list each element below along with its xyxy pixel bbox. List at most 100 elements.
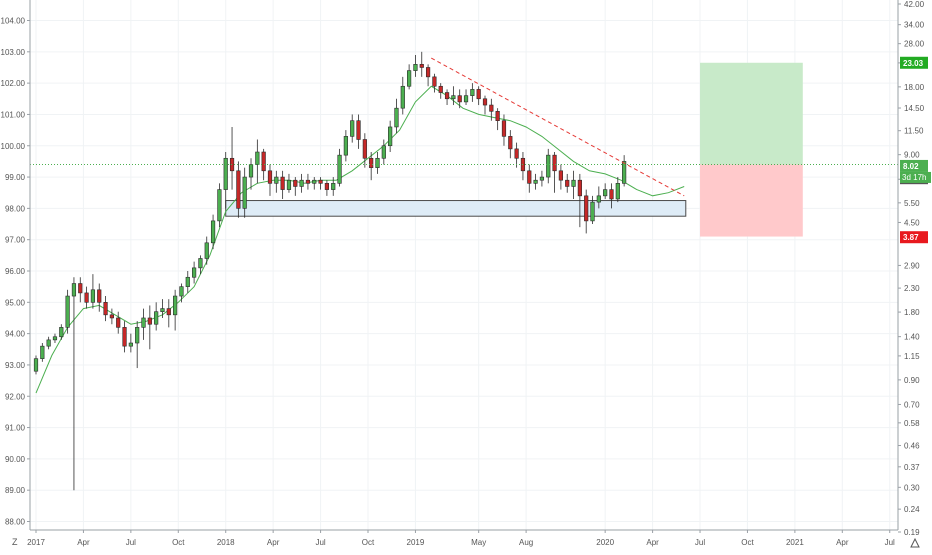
candle-body <box>109 314 114 319</box>
candle-down <box>116 311 121 334</box>
time-axis-label: Oct <box>362 538 375 547</box>
candle-body <box>166 308 171 316</box>
left-axis-label: 98.00 <box>5 204 26 213</box>
candle-body <box>394 107 399 128</box>
candle-body <box>90 289 96 303</box>
candle-down <box>457 89 462 109</box>
candle-up <box>223 152 228 209</box>
countdown-badge-box <box>900 171 931 183</box>
candle-body <box>381 145 386 159</box>
candle-body <box>501 120 507 137</box>
candle-up <box>381 139 386 165</box>
price-label-text: 23.03 <box>903 59 924 68</box>
time-axis-label: Apr <box>646 538 659 547</box>
candle-up <box>192 261 197 284</box>
candle-down <box>229 126 235 190</box>
right-axis-label: 28.00 <box>904 40 925 49</box>
candle-body <box>407 70 412 87</box>
candle-body <box>248 164 254 178</box>
left-axis-label: 91.00 <box>5 424 26 433</box>
candle-body <box>514 148 519 159</box>
timescale-toggle-button[interactable] <box>910 537 920 548</box>
candle-down <box>577 173 582 228</box>
candle-up <box>40 343 45 362</box>
candle-up <box>533 173 538 190</box>
candle-body <box>533 179 538 184</box>
time-axis-label: May <box>471 538 486 547</box>
right-axis-label: 34.00 <box>904 21 925 30</box>
candle-body <box>552 154 557 172</box>
candle-up <box>337 148 342 187</box>
overlays <box>30 57 898 197</box>
candle-up <box>571 170 576 199</box>
candle-body <box>280 176 285 190</box>
candle-up <box>622 155 627 187</box>
candle-down <box>84 286 89 309</box>
left-axis-label: 100.00 <box>1 142 26 151</box>
candle-up <box>539 170 545 187</box>
candle-down <box>280 170 285 199</box>
right-axis-label: 14.50 <box>904 104 925 113</box>
left-axis-label: 92.00 <box>5 392 26 401</box>
corner-label[interactable]: Z <box>12 537 18 547</box>
candle-up <box>154 302 159 331</box>
candle-up <box>394 98 399 134</box>
candle-up <box>90 274 96 309</box>
time-axis-label: Jul <box>885 538 895 547</box>
right-axis-label: 42.00 <box>904 0 925 9</box>
candle-up <box>375 152 380 174</box>
right-axis-label: 4.50 <box>904 218 920 227</box>
left-price-axis[interactable]: 104.00 103.00 102.00 101.00 100.00 99.00 98.00… <box>1 17 30 527</box>
candle-body <box>33 358 39 372</box>
corner-button[interactable]: Z <box>12 537 18 547</box>
candle-up <box>248 158 254 190</box>
candle-body <box>432 76 437 87</box>
countdown-badge-text: 3d 17h <box>902 173 926 182</box>
candle-up <box>71 277 77 491</box>
price-label-8-02[interactable]: 8.02 <box>900 159 928 172</box>
candle-up <box>350 114 355 143</box>
candle-down <box>444 89 450 106</box>
candle-body <box>59 327 64 338</box>
timescale-toggle-icon[interactable] <box>910 537 920 548</box>
price-label-text: 8.02 <box>903 162 919 171</box>
time-axis-label: Aug <box>519 538 533 547</box>
candle-down <box>527 164 532 193</box>
candle-up <box>343 130 348 162</box>
candle-body <box>539 176 545 181</box>
candle-down <box>425 64 431 87</box>
candle-body <box>350 120 355 137</box>
candle-body <box>489 104 494 112</box>
right-price-axis[interactable]: 42.0034.0028.0023.0018.0014.5011.509.007… <box>898 0 931 537</box>
candle-body <box>388 126 393 147</box>
left-axis-label: 88.00 <box>5 518 26 527</box>
candle-body <box>318 179 323 184</box>
candle-body <box>223 157 228 190</box>
candle-body <box>40 345 45 359</box>
left-axis-label: 95.00 <box>5 298 26 307</box>
candle-body <box>160 308 165 313</box>
time-axis-label: Oct <box>172 538 185 547</box>
time-axis-label: Apr <box>77 538 90 547</box>
candle-body <box>210 220 216 244</box>
candle-down <box>293 177 298 196</box>
time-axis-label: Jul <box>315 538 325 547</box>
candle-body <box>546 154 551 178</box>
candle-body <box>438 85 443 93</box>
candle-body <box>584 195 589 222</box>
candle-down <box>438 83 443 99</box>
candle-body <box>71 283 77 297</box>
candle-body <box>154 311 159 325</box>
candle-body <box>242 176 247 209</box>
candle-down <box>369 152 374 181</box>
candle-body <box>192 267 197 278</box>
candle-up <box>204 236 209 265</box>
candle-body <box>128 342 133 347</box>
candle-body <box>286 179 292 190</box>
time-axis[interactable]: 2017 Apr Jul Oct 2018 Apr Jul Oct 2019 May Aug 2020… <box>27 530 895 547</box>
price-label-3-87[interactable]: 3.87 <box>900 231 928 244</box>
price-label-23-03[interactable]: 23.03 <box>900 56 928 69</box>
right-axis-label: 1.40 <box>904 333 920 342</box>
candle-up <box>65 289 70 334</box>
